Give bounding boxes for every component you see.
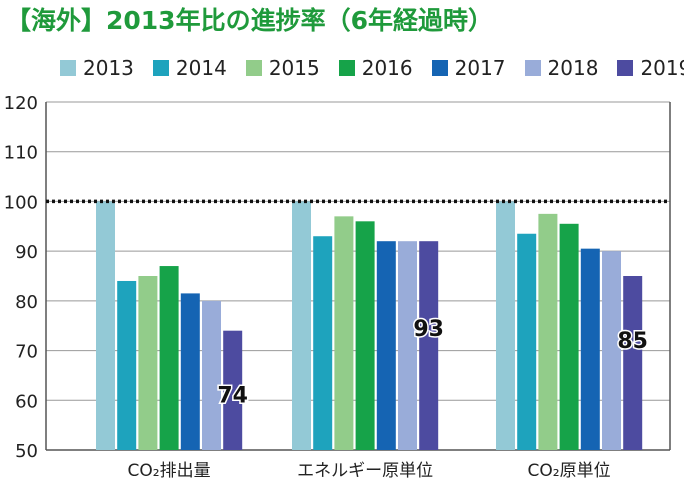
bar-2018-0 xyxy=(202,300,221,450)
legend-label: 2018 xyxy=(547,56,599,80)
data-label: 74 xyxy=(217,384,248,409)
y-tick-label: 120 xyxy=(4,93,38,114)
bar-2014-2 xyxy=(517,233,537,450)
bar-2019-2 xyxy=(623,276,643,450)
data-label: 93 xyxy=(413,317,444,342)
y-tick-label: 110 xyxy=(4,143,38,164)
bar-2018-1 xyxy=(398,241,417,450)
y-tick-label: 50 xyxy=(15,441,38,462)
bar-2017-1 xyxy=(376,241,396,450)
legend-label: 2014 xyxy=(175,56,227,80)
bar-2015-0 xyxy=(138,276,158,450)
legend-item-2019: 2019 xyxy=(617,58,684,78)
data-label: 85 xyxy=(617,329,648,354)
legend-swatch xyxy=(338,60,355,76)
legend-item-2017: 2017 xyxy=(431,56,506,80)
legend-item-2016: 2016 xyxy=(338,56,413,80)
legend-swatch xyxy=(60,60,76,76)
category-label: CO₂原単位 xyxy=(528,461,611,481)
legend-label: 2017 xyxy=(454,56,506,80)
bar-2014-0 xyxy=(117,280,137,450)
y-tick-label: 100 xyxy=(4,192,38,213)
legend-swatch xyxy=(245,60,262,76)
bar-2015-1 xyxy=(334,216,354,450)
y-tick-label: 60 xyxy=(15,391,38,412)
bar-2017-2 xyxy=(580,248,600,450)
legend-label: 2019 xyxy=(640,56,684,80)
bar-2019-0 xyxy=(223,330,243,450)
bar-2017-0 xyxy=(180,293,200,450)
bar-2016-0 xyxy=(159,266,179,450)
bar-2015-2 xyxy=(538,213,558,450)
bar-2013-1 xyxy=(292,201,311,450)
bar-2016-2 xyxy=(559,223,579,450)
bar-2019-1 xyxy=(419,241,439,450)
category-label: CO₂排出量 xyxy=(128,461,211,481)
chart-title: 【海外】2013年比の進捗率（6年経過時） xyxy=(6,6,493,35)
bar-2018-2 xyxy=(602,251,621,450)
bar-2013-2 xyxy=(496,201,515,450)
bar-2014-1 xyxy=(313,236,333,450)
bar-2016-1 xyxy=(355,221,375,450)
legend-label: 2015 xyxy=(268,56,320,80)
bar-2013-0 xyxy=(96,201,115,450)
category-label: エネルギー原単位 xyxy=(297,461,433,481)
legend-item-2013: 2013 xyxy=(60,58,134,78)
y-tick-label: 70 xyxy=(15,342,38,363)
legend-swatch xyxy=(431,60,448,76)
y-tick-label: 80 xyxy=(15,292,38,313)
legend: 2013 2014 2015 2016 2017 2018 2019 xyxy=(60,55,684,81)
legend-item-2014: 2014 xyxy=(152,56,227,80)
legend-item-2015: 2015 xyxy=(245,56,320,80)
legend-label: 2013 xyxy=(83,56,134,80)
y-tick-label: 90 xyxy=(15,242,38,263)
legend-swatch xyxy=(524,60,541,76)
legend-swatch xyxy=(617,60,634,76)
legend-item-2018: 2018 xyxy=(524,56,599,80)
legend-label: 2016 xyxy=(361,56,413,80)
legend-swatch xyxy=(152,60,169,76)
